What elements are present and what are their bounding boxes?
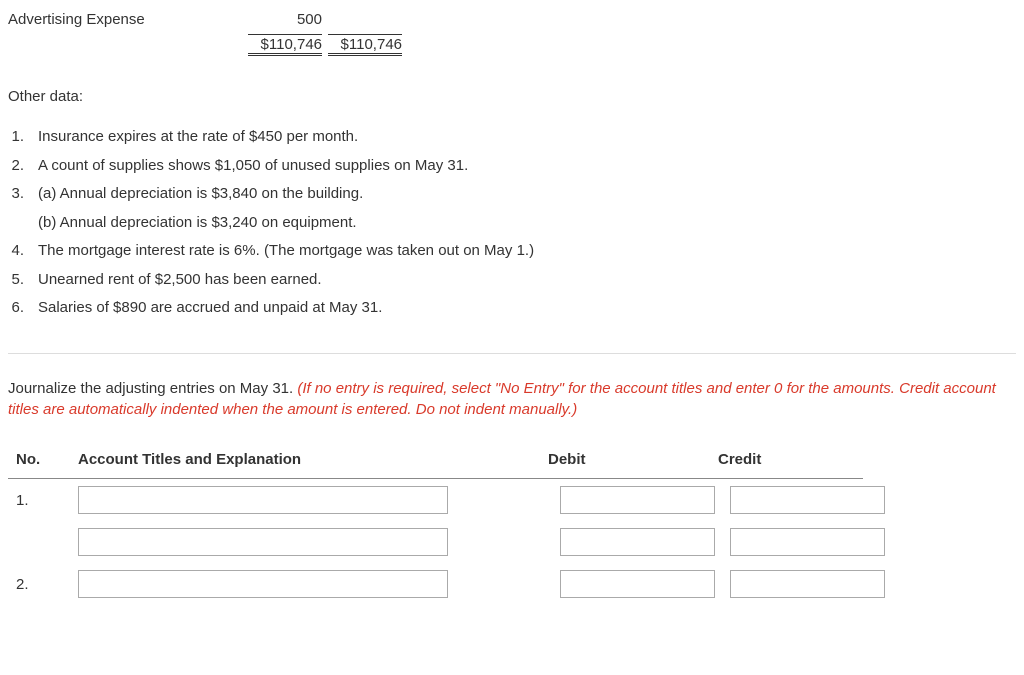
list-item: 3.(a) Annual depreciation is $3,840 on t…: [8, 180, 1016, 209]
list-item: (b) Annual depreciation is $3,240 on equ…: [8, 209, 1016, 238]
instructions-lead: Journalize the adjusting entries on May …: [8, 380, 297, 397]
list-item: 5.Unearned rent of $2,500 has been earne…: [8, 266, 1016, 295]
other-data-list: 1.Insurance expires at the rate of $450 …: [8, 123, 1016, 323]
list-item: 1.Insurance expires at the rate of $450 …: [8, 123, 1016, 152]
account-title-input[interactable]: [78, 486, 448, 514]
debit-total: $110,746: [248, 34, 322, 56]
debit-amount: 500: [248, 11, 328, 28]
table-header-row: No. Account Titles and Explanation Debit…: [8, 445, 863, 479]
trial-balance-fragment: Advertising Expense 500 $110,746 $110,74…: [8, 6, 1016, 58]
instructions-text: Journalize the adjusting entries on May …: [8, 378, 1016, 422]
credit-amount: [328, 11, 408, 28]
list-item: 4.The mortgage interest rate is 6%. (The…: [8, 237, 1016, 266]
table-row: [8, 521, 863, 563]
row-number: 2.: [8, 576, 78, 593]
credit-input[interactable]: [730, 570, 885, 598]
list-item: 2.A count of supplies shows $1,050 of un…: [8, 152, 1016, 181]
header-no: No.: [8, 451, 78, 468]
account-title-input[interactable]: [78, 570, 448, 598]
header-credit: Credit: [678, 451, 848, 468]
row-number: 1.: [8, 492, 78, 509]
header-debit: Debit: [508, 451, 678, 468]
account-title-input[interactable]: [78, 528, 448, 556]
credit-total: $110,746: [328, 34, 402, 56]
other-data-heading: Other data:: [8, 88, 1016, 105]
list-item: 6.Salaries of $890 are accrued and unpai…: [8, 294, 1016, 323]
section-divider: [8, 353, 1016, 354]
credit-input[interactable]: [730, 528, 885, 556]
table-row: 1.: [8, 479, 863, 521]
account-name: Advertising Expense: [8, 11, 248, 28]
table-row: 2.: [8, 563, 863, 605]
credit-input[interactable]: [730, 486, 885, 514]
journal-entry-table: No. Account Titles and Explanation Debit…: [8, 445, 863, 605]
header-account-titles: Account Titles and Explanation: [78, 451, 508, 468]
